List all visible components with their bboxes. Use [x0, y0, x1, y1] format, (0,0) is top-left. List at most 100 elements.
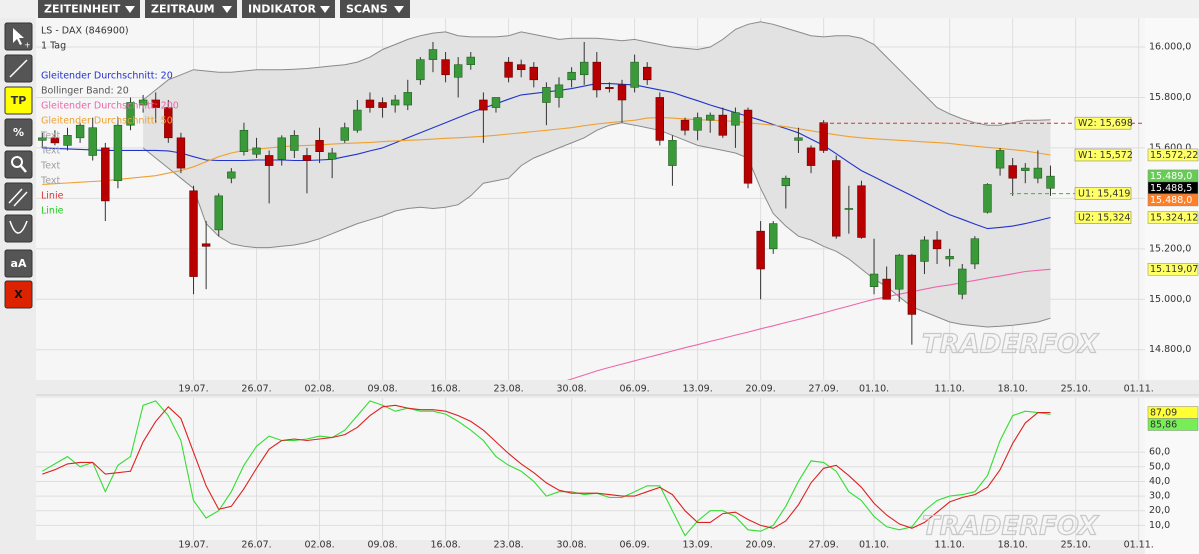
candle-body — [781, 177, 791, 187]
x-tick-label: 16.08. — [430, 540, 460, 551]
tool-label[interactable]: TP — [11, 94, 27, 107]
candle-body — [983, 184, 992, 213]
candle-body — [945, 256, 954, 260]
tool-button[interactable]: % — [4, 118, 33, 147]
candle-body — [290, 135, 299, 151]
candle-body — [1046, 175, 1055, 189]
candle-body — [151, 99, 160, 108]
candle-body — [441, 59, 450, 76]
candle-body — [340, 127, 349, 141]
x-tick-label: 27.09. — [809, 540, 839, 551]
tool-button[interactable] — [4, 54, 33, 83]
candle-body — [743, 109, 753, 184]
x-tick-label: 01.11. — [1124, 384, 1154, 395]
legend-entry: Text — [40, 161, 60, 172]
candle-body — [403, 92, 412, 106]
candle-body — [201, 243, 211, 247]
x-tick-label: 11.10. — [935, 540, 965, 551]
candle-body — [189, 190, 198, 277]
y-tick-label: 16.000,0 — [1149, 42, 1191, 53]
price-tag — [1147, 211, 1199, 224]
candle-body — [693, 117, 702, 131]
level-box — [1074, 211, 1132, 224]
tool-button[interactable]: X — [4, 280, 33, 309]
candle-body — [479, 99, 488, 111]
legend-entry: Linie — [41, 191, 64, 202]
price-tag — [1147, 148, 1199, 162]
tool-button[interactable] — [4, 182, 33, 211]
candle-body — [164, 107, 173, 139]
candle-body — [567, 71, 576, 81]
plot-marks — [36, 398, 1145, 540]
tool-label[interactable]: % — [13, 126, 24, 139]
candle-body — [428, 49, 438, 60]
candle-body — [920, 239, 929, 262]
price-tag-label: 85,86 — [1150, 420, 1177, 431]
legend-entry: Gleitender Durchschnitt: 20 — [41, 71, 173, 82]
candle-body — [643, 66, 652, 81]
candle-body — [832, 160, 841, 237]
candle-body — [958, 268, 967, 295]
tool-label[interactable]: X — [14, 288, 23, 301]
menu-label[interactable]: ZEITEINHEIT — [44, 3, 121, 16]
candle-body — [1008, 165, 1017, 179]
candle-body — [353, 109, 362, 131]
candle-body — [542, 87, 551, 103]
tool-label[interactable]: aA — [11, 257, 27, 270]
legend-entry: Text — [40, 146, 60, 157]
tool-button[interactable]: aA — [4, 249, 33, 278]
candle-body — [592, 61, 602, 91]
candle-body — [214, 195, 223, 231]
candle-body — [88, 127, 97, 156]
level-label: U1: 15,419 — [1078, 189, 1130, 200]
menu-button[interactable]: SCANS — [340, 0, 410, 18]
tool-button[interactable]: TP — [4, 86, 33, 115]
price-tag-label: 15.488,5 — [1150, 183, 1192, 194]
candle-body — [239, 129, 249, 153]
candle-body — [869, 273, 879, 287]
menu-label[interactable]: SCANS — [346, 3, 388, 16]
x-tick-label: 16.08. — [430, 384, 460, 395]
candle-body — [731, 112, 740, 126]
indicator-line — [42, 400, 1051, 537]
tool-button[interactable] — [4, 214, 33, 243]
candle-body — [1033, 167, 1043, 179]
x-tick-label: 09.08. — [367, 384, 397, 395]
tool-button[interactable]: + — [4, 22, 33, 51]
price-tag-label: 87,09 — [1150, 408, 1177, 419]
x-tick-label: 20.09. — [746, 540, 776, 551]
legend-entry: Linie — [41, 206, 64, 217]
x-tick-label: 26.07. — [241, 540, 271, 551]
menu-button[interactable]: ZEITEINHEIT — [38, 0, 140, 18]
x-tick-label: 30.08. — [556, 540, 586, 551]
tool-button[interactable] — [4, 150, 33, 179]
menu-label[interactable]: ZEITRAUM — [151, 3, 215, 16]
candle-body — [277, 137, 286, 160]
oscillator-plot-area — [36, 398, 1145, 540]
candle-body — [390, 99, 400, 106]
candle-body — [554, 84, 564, 98]
watermark: TRADERFOX — [922, 330, 1100, 360]
candle-body — [113, 124, 123, 182]
legend-entry: Bollinger Band: 20 — [41, 86, 129, 97]
y-tick-label: 60,0 — [1149, 447, 1170, 458]
price-tag-label: 15.119,07 — [1150, 264, 1198, 275]
menu-button[interactable]: INDIKATOR — [242, 0, 335, 18]
candle-body — [844, 208, 854, 210]
price-tag-label: 15.488,0 — [1150, 195, 1192, 206]
menu-label[interactable]: INDIKATOR — [248, 3, 317, 16]
svg-text:+: + — [24, 41, 31, 50]
price-tag — [1147, 262, 1199, 276]
menu-button[interactable]: ZEITRAUM — [145, 0, 237, 18]
candle-body — [706, 114, 715, 121]
watermark: TRADERFOX — [922, 512, 1100, 542]
x-tick-label: 23.08. — [493, 540, 523, 551]
candle-body — [315, 140, 324, 153]
legend-entry: Text — [40, 131, 60, 142]
price-tag-label: 15.324,12 — [1150, 213, 1198, 224]
x-tick-label: 06.09. — [619, 540, 649, 551]
x-tick-label: 18.10. — [998, 384, 1028, 395]
candle-body — [630, 61, 639, 88]
price-panel: TRADERFOX16.000,015.800,015.600,015.400,… — [36, 18, 1198, 395]
candle-body — [176, 137, 186, 169]
